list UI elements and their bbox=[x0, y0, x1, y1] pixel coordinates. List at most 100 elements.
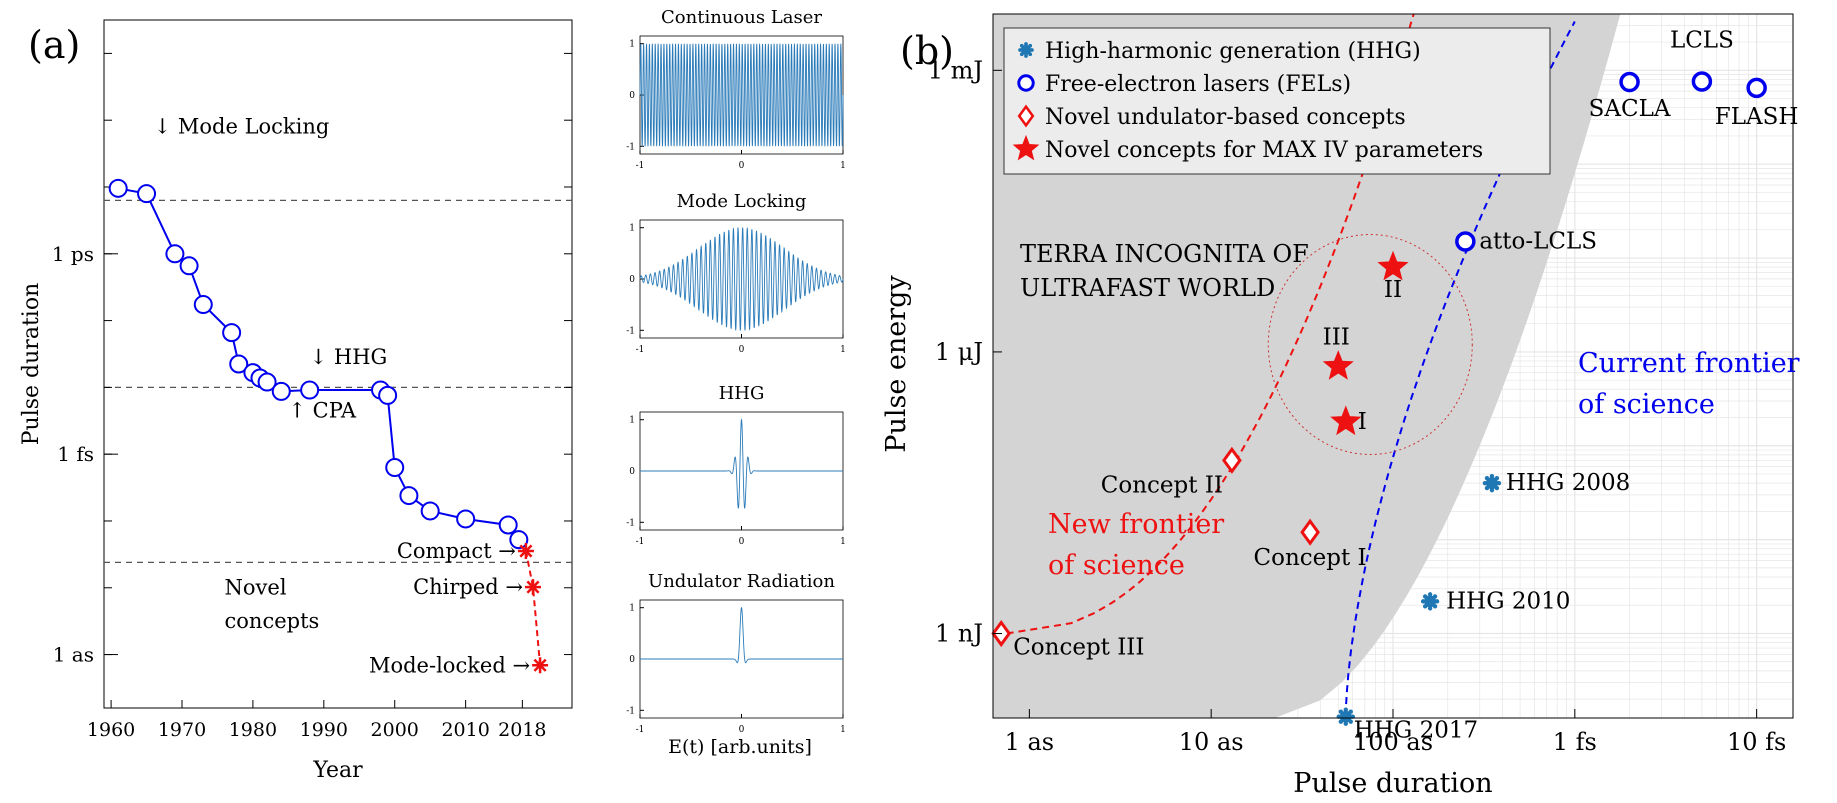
waveform-panel-cw: Continuous Laser -1 0 1 -1 0 1 bbox=[626, 7, 846, 171]
history-point bbox=[108, 178, 128, 198]
frontier-y-ticks: 1 nJ 1 μJ 1 mJ bbox=[928, 56, 1002, 648]
history-point bbox=[399, 486, 419, 506]
point-label: II bbox=[1384, 277, 1402, 303]
y-tick-label: 1 mJ bbox=[928, 56, 983, 84]
waveform-y-tick-label: -1 bbox=[626, 326, 635, 336]
hhg-spike bbox=[1028, 43, 1033, 48]
diamond-marker bbox=[1222, 446, 1242, 474]
hhg-spike bbox=[1030, 48, 1034, 52]
x-tick-label: 1990 bbox=[300, 719, 348, 741]
point-label: HHG 2017 bbox=[1354, 718, 1478, 744]
waveform-x-tick-label: 0 bbox=[739, 725, 745, 735]
hhg-spike bbox=[1343, 721, 1348, 726]
legend-entry: Novel undulator-based concepts bbox=[1045, 105, 1406, 130]
history-annotation: ↓ HHG bbox=[310, 345, 388, 369]
legend-entry: Novel concepts for MAX IV parameters bbox=[1045, 138, 1483, 163]
hhg-spike bbox=[1019, 52, 1024, 57]
x-tick-label: 2000 bbox=[371, 719, 419, 741]
waveform-y-tick-label: 1 bbox=[629, 224, 635, 234]
history-series bbox=[108, 178, 549, 674]
waveform-x-tick-label: 0 bbox=[739, 161, 745, 171]
hhg-spike bbox=[1028, 52, 1033, 57]
reference-lines bbox=[104, 199, 572, 563]
waveform-panels: Continuous Laser -1 0 1 -1 0 1 Mode Locking -1 0 1… bbox=[626, 7, 846, 758]
waveform-x-tick-label: 1 bbox=[840, 345, 846, 355]
y-tick-label: 1 nJ bbox=[935, 620, 983, 648]
point-label: Concept III bbox=[1013, 635, 1144, 661]
waveform-title: HHG bbox=[719, 383, 765, 404]
waveform-y-tick-label: 0 bbox=[629, 275, 635, 285]
y-tick-label: 1 fs bbox=[57, 442, 94, 466]
x-tick-label: 10 as bbox=[1179, 728, 1244, 756]
waveform-panel-undulator: Undulator Radiation -1 0 1 -1 0 1 bbox=[626, 571, 846, 735]
fel-marker bbox=[1746, 77, 1767, 99]
history-annotation: ↓ Mode Locking bbox=[154, 115, 330, 139]
waveform-y-tick-label: -1 bbox=[626, 518, 635, 528]
legend-entry: High-harmonic generation (HHG) bbox=[1045, 39, 1421, 64]
history-point bbox=[300, 380, 320, 400]
hhg-spike bbox=[1422, 594, 1428, 599]
hhg-dot bbox=[1339, 710, 1352, 723]
frontier-x-ticks: 1 as 10 as 100 as 1 fs 10 fs bbox=[1005, 709, 1786, 756]
history-point bbox=[165, 244, 185, 264]
frontier-chart: SACLA LCLS FLASH atto-LCLS HHG 2008 HHG 2010 H… bbox=[881, 13, 1800, 799]
history-point bbox=[456, 509, 476, 529]
x-tick-label: 2018 bbox=[498, 719, 546, 741]
hhg-spike bbox=[1422, 604, 1428, 609]
hhg-spike bbox=[1496, 480, 1502, 486]
waveform-x-tick-label: 1 bbox=[840, 161, 846, 171]
hhg-spike bbox=[1489, 487, 1495, 493]
waveform-y-tick-label: -1 bbox=[626, 706, 635, 716]
waveform-y-tick-label: 0 bbox=[629, 91, 635, 101]
history-point bbox=[179, 256, 199, 276]
point-label: SACLA bbox=[1589, 96, 1671, 122]
current-frontier-line1: Current frontier bbox=[1578, 348, 1800, 379]
hhg-spike bbox=[1348, 709, 1353, 714]
point-label: HHG 2010 bbox=[1446, 588, 1570, 614]
hhg-spike bbox=[1427, 606, 1433, 611]
panel-label-a: (a) bbox=[28, 23, 80, 67]
waveform-y-tick-label: 0 bbox=[629, 655, 635, 665]
x-tick-label: 1 fs bbox=[1553, 728, 1597, 756]
history-point bbox=[378, 385, 398, 405]
novel-point-label: Mode-locked → bbox=[369, 653, 530, 677]
history-annotation: Novel bbox=[225, 575, 287, 599]
history-point bbox=[385, 458, 405, 478]
legend-box bbox=[1003, 27, 1551, 175]
hhg-spike bbox=[1420, 599, 1426, 604]
legend: High-harmonic generation (HHG) Free-elect… bbox=[1003, 27, 1551, 175]
history-point bbox=[229, 354, 249, 374]
waveform-x-tick-label: 1 bbox=[840, 537, 846, 547]
waveform-x-tick-label: 1 bbox=[840, 725, 846, 735]
history-point bbox=[193, 295, 213, 315]
y-tick-label: 1 as bbox=[53, 643, 94, 667]
legend-entry: Free-electron lasers (FELs) bbox=[1045, 72, 1351, 97]
waveform-panel-hhg: HHG -1 0 1 -1 0 1 bbox=[626, 383, 846, 547]
hhg-spike bbox=[1494, 475, 1500, 481]
point-label: Concept I bbox=[1254, 545, 1367, 571]
hhg-spike bbox=[1432, 604, 1438, 609]
star-arm bbox=[519, 544, 533, 558]
terra-incognita-region bbox=[993, 14, 1621, 718]
panel-label-b: (b) bbox=[900, 29, 954, 73]
waveform-trace bbox=[640, 606, 843, 664]
hhg-spike bbox=[1427, 592, 1433, 597]
diamond-marker bbox=[1017, 104, 1035, 128]
hhg-spike bbox=[1484, 485, 1490, 491]
hhg-spike bbox=[1348, 719, 1353, 724]
hhg-dot bbox=[1020, 44, 1032, 56]
novel-point-label: Compact → bbox=[397, 539, 516, 563]
novel-star-point bbox=[517, 543, 534, 560]
history-point bbox=[509, 530, 529, 550]
history-annotation: ↑ CPA bbox=[288, 398, 357, 422]
hhg-spike bbox=[1024, 42, 1028, 46]
star-arm bbox=[526, 580, 540, 594]
history-point bbox=[271, 381, 291, 401]
history-point bbox=[420, 501, 440, 521]
hhg-spike bbox=[1482, 480, 1488, 486]
novel-line bbox=[524, 550, 542, 666]
hhg-spike bbox=[1432, 594, 1438, 599]
terra-label-line1: TERRA INCOGNITA OF bbox=[1020, 240, 1309, 268]
waveform-y-tick-label: -1 bbox=[626, 142, 635, 152]
point-label: LCLS bbox=[1670, 28, 1734, 54]
